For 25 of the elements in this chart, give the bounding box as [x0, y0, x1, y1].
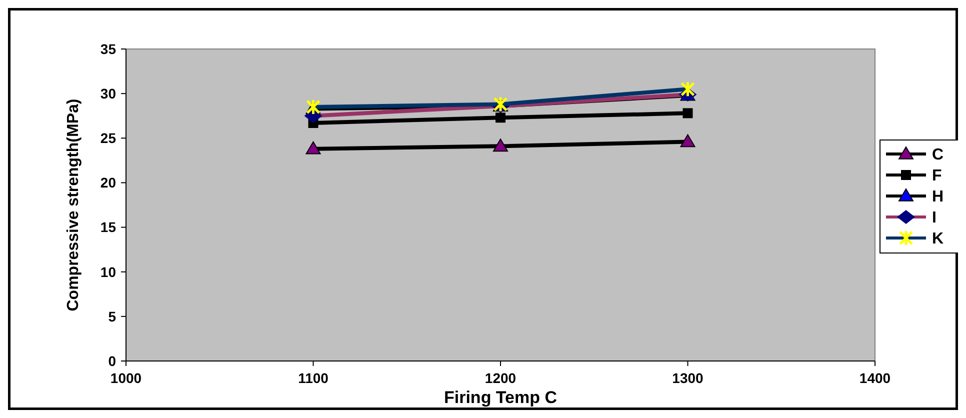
point	[682, 108, 693, 118]
y-tick-label: 0	[108, 352, 116, 369]
x-tick-label: 1200	[484, 370, 516, 386]
x-tick-label: 1100	[298, 370, 329, 386]
y-tick-label: 5	[108, 308, 116, 324]
y-tick-label: 15	[100, 219, 116, 236]
x-tick-label: 1000	[110, 370, 142, 386]
point	[680, 134, 696, 148]
y-tick-label: 20	[100, 174, 116, 191]
y-tick-label: 35	[100, 40, 116, 57]
legend-label: C	[932, 146, 944, 164]
legend-label: H	[932, 188, 944, 206]
y-tick-label: 30	[100, 85, 116, 102]
y-tick-label: 25	[100, 130, 116, 146]
y-axis-title: Compressive strength(MPa)	[65, 98, 82, 312]
legend-label: I	[932, 210, 936, 227]
point	[496, 112, 506, 123]
x-tick-label: 1400	[859, 370, 891, 386]
y-tick-label: 10	[100, 264, 116, 280]
legend-label: K	[932, 230, 944, 248]
point	[306, 141, 321, 154]
point	[493, 138, 508, 152]
x-tick-label: 1300	[672, 370, 704, 386]
x-axis-title: Firing Temp C	[444, 388, 558, 407]
legend-label: F	[932, 168, 942, 185]
